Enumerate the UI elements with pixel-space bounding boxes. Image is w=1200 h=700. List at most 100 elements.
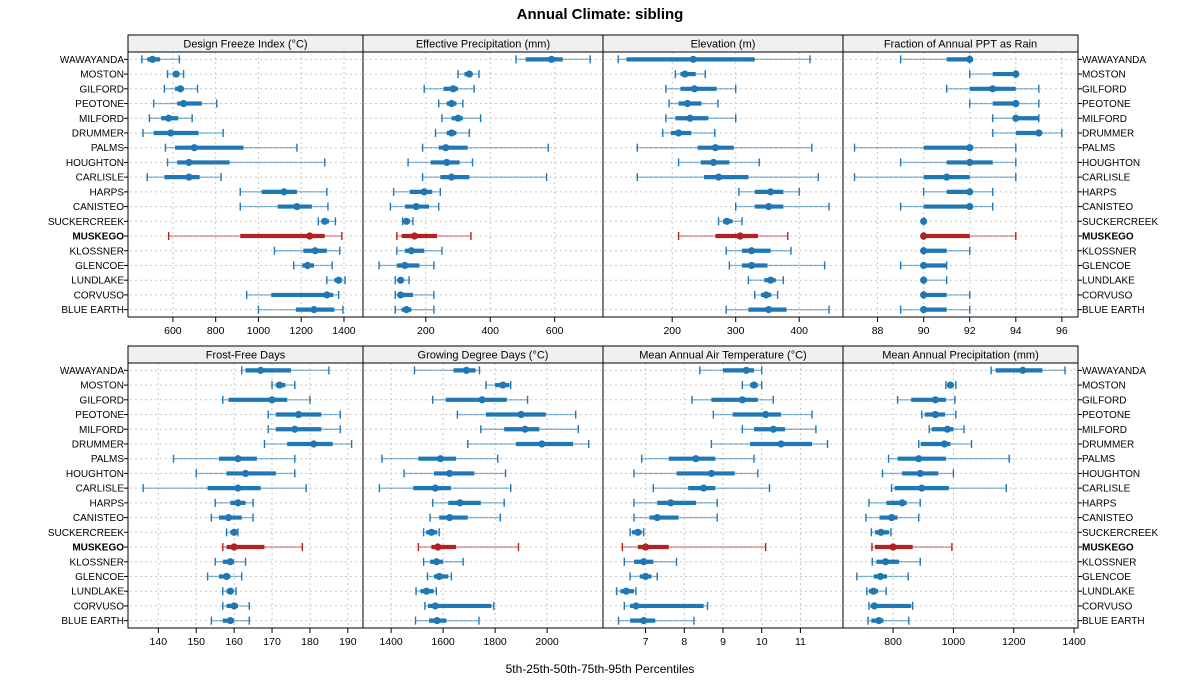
percentile-row bbox=[853, 173, 1017, 182]
median-point bbox=[433, 617, 441, 625]
axis-tick-label: 8 bbox=[681, 636, 687, 648]
axis-tick-label: 170 bbox=[263, 636, 281, 648]
median-point bbox=[667, 499, 675, 507]
percentile-row bbox=[172, 454, 296, 463]
percentile-row bbox=[992, 114, 1040, 123]
median-point bbox=[870, 602, 878, 610]
site-label-left: WAWAYANDA bbox=[60, 366, 124, 377]
median-point bbox=[447, 173, 456, 181]
median-point bbox=[310, 306, 318, 314]
median-point bbox=[293, 202, 301, 211]
median-point bbox=[310, 440, 318, 448]
percentile-row bbox=[868, 498, 921, 507]
median-point bbox=[765, 306, 773, 314]
median-point bbox=[442, 144, 450, 152]
panel-body bbox=[843, 52, 1078, 317]
median-point bbox=[777, 440, 785, 448]
median-point bbox=[323, 291, 331, 299]
percentile-row bbox=[741, 425, 817, 434]
axis-tick-label: 1000 bbox=[942, 636, 966, 648]
axis-tick-label: 1600 bbox=[431, 636, 455, 648]
median-point bbox=[456, 499, 464, 507]
median-point bbox=[499, 381, 507, 389]
median-point bbox=[707, 469, 715, 478]
axis-tick-label: 90 bbox=[918, 325, 930, 337]
percentile-row bbox=[273, 246, 341, 255]
median-point bbox=[622, 587, 630, 595]
percentile-row bbox=[415, 587, 438, 596]
median-point bbox=[920, 276, 928, 284]
axis-tick-label: 1400 bbox=[1062, 636, 1086, 648]
site-label-left: CORVUSO bbox=[74, 290, 125, 301]
median-point bbox=[224, 513, 233, 522]
site-label-right: GLENCOE bbox=[1082, 572, 1131, 583]
site-label-right: CANISTEO bbox=[1082, 202, 1133, 213]
percentile-row bbox=[394, 276, 410, 285]
percentile-row bbox=[633, 498, 718, 507]
percentile-row bbox=[945, 381, 957, 390]
percentile-row bbox=[413, 366, 481, 375]
site-label-left: HARPS bbox=[90, 498, 125, 509]
percentile-row bbox=[317, 217, 337, 226]
median-point bbox=[547, 55, 556, 63]
percentile-row bbox=[629, 528, 645, 537]
site-label-right: CANISTEO bbox=[1082, 513, 1133, 524]
median-point bbox=[761, 410, 770, 419]
axis-tick-label: 1200 bbox=[290, 325, 314, 337]
percentile-row bbox=[267, 410, 341, 419]
panel-title: Mean Annual Air Temperature (°C) bbox=[639, 350, 806, 362]
percentile-row bbox=[633, 469, 759, 478]
median-point bbox=[640, 617, 648, 625]
panel: Design Freeze Index (°C) 600 800 1000 1200 14… bbox=[127, 34, 364, 337]
median-point bbox=[711, 144, 719, 152]
panel-border bbox=[842, 51, 1079, 318]
axis-tick-label: 800 bbox=[207, 325, 225, 337]
site-label-left: PALMS bbox=[91, 143, 124, 154]
percentile-row bbox=[636, 173, 819, 182]
median-point bbox=[294, 410, 303, 419]
site-label-right: MUSKEGO bbox=[1082, 232, 1134, 243]
median-point bbox=[434, 543, 442, 551]
site-label-right: MOSTON bbox=[1082, 70, 1126, 81]
site-label-left: GILFORD bbox=[80, 395, 124, 406]
percentile-row bbox=[467, 439, 590, 448]
site-label-right: CORVUSO bbox=[1082, 290, 1133, 301]
median-point bbox=[222, 572, 231, 581]
median-point bbox=[767, 188, 775, 196]
axis-tick-label: 88 bbox=[872, 325, 884, 337]
percentile-row bbox=[485, 381, 512, 390]
axis-tick-label: 190 bbox=[339, 636, 357, 648]
median-point bbox=[445, 469, 454, 478]
median-point bbox=[690, 85, 699, 93]
percentile-row bbox=[222, 601, 250, 610]
site-label-left: MUSKEGO bbox=[72, 543, 124, 554]
site-label-left: BLUE EARTH bbox=[61, 616, 124, 627]
site-label-right: KLOSSNER bbox=[1082, 246, 1136, 257]
axis-tick-label: 600 bbox=[546, 325, 564, 337]
percentile-row bbox=[401, 217, 414, 226]
percentile-row bbox=[146, 173, 222, 182]
site-label-right: GLENCOE bbox=[1082, 261, 1131, 272]
axis-tick-label: 96 bbox=[1056, 325, 1068, 337]
site-label-right: GILFORD bbox=[1082, 84, 1126, 95]
percentile-row bbox=[394, 290, 435, 299]
median-point bbox=[915, 455, 923, 463]
median-point bbox=[410, 232, 419, 240]
site-label-right: PALMS bbox=[1082, 143, 1115, 154]
percentile-row bbox=[623, 557, 678, 566]
site-label-right: BLUE EARTH bbox=[1082, 616, 1145, 627]
percentile-row bbox=[865, 513, 920, 522]
median-point bbox=[943, 425, 951, 433]
figure-title: Annual Climate: sibling bbox=[517, 6, 684, 23]
median-point bbox=[432, 558, 441, 566]
median-point bbox=[700, 484, 708, 492]
site-label-left: MUSKEGO bbox=[72, 232, 124, 243]
median-point bbox=[931, 396, 939, 404]
median-point bbox=[335, 276, 343, 284]
panel-border bbox=[842, 362, 1079, 629]
panel-body bbox=[363, 363, 603, 628]
median-point bbox=[769, 425, 777, 433]
percentile-row bbox=[881, 469, 955, 478]
panel: Elevation (m) 200 300 400 bbox=[602, 34, 844, 337]
percentile-row bbox=[899, 158, 1017, 167]
